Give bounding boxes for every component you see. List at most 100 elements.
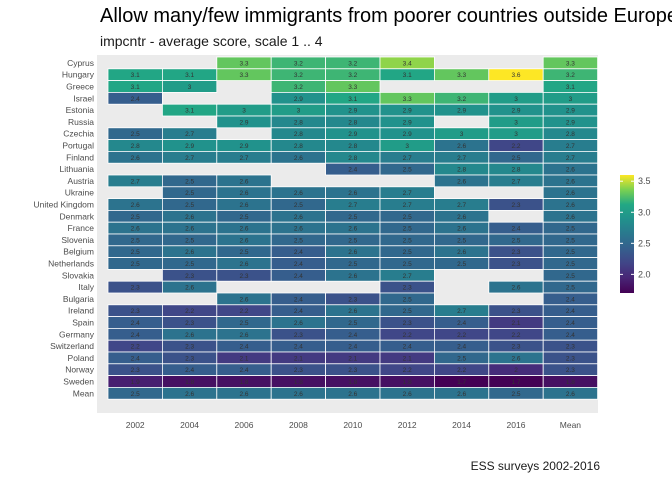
cell-value-label: 2.1 — [294, 355, 303, 362]
cell-value-label: 2.7 — [511, 178, 520, 185]
cell-value-label: 2.4 — [294, 249, 303, 256]
cell-value-label: 2.3 — [131, 367, 140, 374]
x-axis-labels: 2002 2004 2006 2008 2010 2012 2014 2016 Mean — [126, 420, 582, 430]
cell-value-label: 2.7 — [239, 155, 248, 162]
cell-value-label: 2.9 — [403, 108, 412, 115]
cell-value-label: 2.6 — [566, 202, 575, 209]
cell-value-label: 2.6 — [185, 391, 194, 398]
cell-value-label: 2.5 — [403, 237, 412, 244]
cell-value-label: 2.9 — [566, 108, 575, 115]
cell-value-label: 2.7 — [131, 178, 140, 185]
cell-value-label: 3 — [460, 131, 464, 138]
y-tick-label: Norway — [65, 365, 95, 375]
cell-value-label: 2.5 — [348, 261, 357, 268]
cell-value-label: 2.3 — [566, 344, 575, 351]
cell-value-label: 3.1 — [185, 72, 194, 79]
cell-value-label: 2.7 — [403, 155, 412, 162]
cell-value-label: 2.2 — [403, 332, 412, 339]
cell-value-label: 2.3 — [294, 367, 303, 374]
cell-value-label: 2.6 — [239, 202, 248, 209]
x-tick-label: 2014 — [452, 420, 471, 430]
cell-value-label: 2.7 — [457, 155, 466, 162]
cell-value-label: 2.5 — [403, 261, 412, 268]
cell-value-label: 2.5 — [239, 320, 248, 327]
cell-value-label: 2.4 — [457, 320, 466, 327]
cell-value-label: 1.8 — [239, 379, 248, 386]
cell-value-label: 2.7 — [348, 202, 357, 209]
cell-value-label: 2.2 — [457, 332, 466, 339]
cell-value-label: 2.2 — [403, 367, 412, 374]
cell-value-label: 2.6 — [566, 214, 575, 221]
cell-value-label: 2.6 — [457, 226, 466, 233]
chart-title: Allow many/few immigrants from poorer co… — [100, 5, 672, 27]
cell-value-label: 3.3 — [239, 72, 248, 79]
cell-value-label: 1.9 — [131, 379, 140, 386]
cell-value-label: 2.6 — [457, 391, 466, 398]
cell-value-label: 1.7 — [511, 379, 520, 386]
cell-value-label: 2.6 — [457, 178, 466, 185]
cell-value-label: 2.5 — [294, 202, 303, 209]
y-tick-label: Cyprus — [67, 58, 94, 68]
cell-value-label: 3 — [405, 143, 409, 150]
cell-value-label: 2.5 — [457, 237, 466, 244]
cell-value-label: 2.6 — [239, 237, 248, 244]
cell-value-label: 2.8 — [294, 131, 303, 138]
cell-value-label: 2.4 — [403, 344, 412, 351]
cell-value-label: 2.5 — [348, 214, 357, 221]
cell-value-label: 2.6 — [239, 226, 248, 233]
cell-value-label: 1.8 — [185, 379, 194, 386]
cell-value-label: 2.4 — [457, 344, 466, 351]
cell-value-label: 2.7 — [403, 202, 412, 209]
x-tick-label: 2012 — [398, 420, 417, 430]
cell-value-label: 3.1 — [403, 72, 412, 79]
cell-value-label: 2.6 — [348, 273, 357, 280]
cell-value-label: 2.5 — [131, 391, 140, 398]
y-tick-label: Ireland — [68, 306, 94, 316]
cell-value-label: 2.3 — [348, 367, 357, 374]
cell-value-label: 2.5 — [566, 237, 575, 244]
cell-value-label: 3.3 — [348, 84, 357, 91]
cell-value-label: 2.4 — [131, 332, 140, 339]
cell-value-label: 3.2 — [294, 84, 303, 91]
cell-value-label: 2.6 — [239, 261, 248, 268]
cell-value-label: 2.6 — [294, 155, 303, 162]
cell-value-label: 2.4 — [348, 167, 357, 174]
y-tick-label: Belgium — [63, 247, 94, 257]
cell-value-label: 2.4 — [566, 320, 575, 327]
cell-value-label: 2.1 — [511, 320, 520, 327]
cell-value-label: 2.4 — [185, 367, 194, 374]
cell-value-label: 2.4 — [294, 296, 303, 303]
cell-value-label: 2.6 — [566, 178, 575, 185]
cell-value-label: 2.3 — [511, 344, 520, 351]
cell-value-label: 2 — [514, 367, 518, 374]
cell-value-label: 2.8 — [348, 143, 357, 150]
cell-value-label: 2.5 — [457, 261, 466, 268]
cell-value-label: 3.2 — [566, 72, 575, 79]
cell-value-label: 2.4 — [511, 226, 520, 233]
cell-value-label: 2.9 — [403, 119, 412, 126]
colorbar-ticks: 2.0 2.5 3.0 3.5 — [620, 176, 651, 279]
cell-value-label: 2.4 — [566, 332, 575, 339]
y-tick-label: Slovenia — [61, 235, 94, 245]
cell-value-label: 2.1 — [348, 355, 357, 362]
cell-value-label: 3.1 — [566, 84, 575, 91]
cell-value-label: 2.5 — [185, 190, 194, 197]
cell-value-label: 2.1 — [403, 355, 412, 362]
cell-value-label: 2.9 — [239, 119, 248, 126]
cell-value-label: 2.6 — [566, 167, 575, 174]
cell-value-label: 2.5 — [348, 320, 357, 327]
cell-value-label: 3.6 — [511, 72, 520, 79]
cell-value-label: 2.7 — [403, 190, 412, 197]
y-tick-label: Lithuania — [59, 164, 94, 174]
cell-value-label: 3.1 — [131, 84, 140, 91]
cell-value-label: 2.4 — [294, 308, 303, 315]
cell-value-label: 2.5 — [131, 261, 140, 268]
y-tick-label: Ukraine — [65, 188, 95, 198]
cell-value-label: 2.6 — [566, 190, 575, 197]
y-tick-label: Denmark — [60, 211, 95, 221]
cell-value-label: 2.2 — [239, 308, 248, 315]
cell-value-label: 3.2 — [348, 60, 357, 67]
cell-value-label: 2.4 — [566, 296, 575, 303]
cell-value-label: 2.5 — [511, 237, 520, 244]
